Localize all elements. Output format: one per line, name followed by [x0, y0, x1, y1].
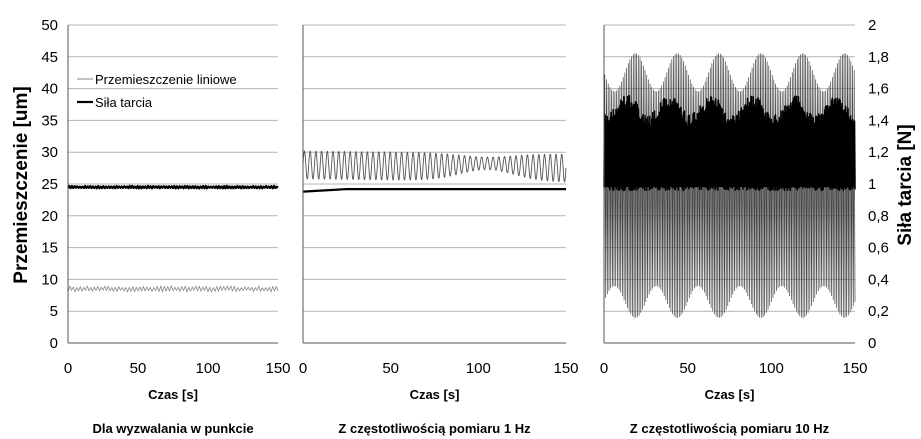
left-y-tick-label: 30 — [41, 144, 58, 161]
x-tick-label: 100 — [466, 360, 491, 377]
left-y-tick-label: 35 — [41, 112, 58, 129]
left-y-tick-label: 25 — [41, 176, 58, 193]
x-tick-label: 150 — [553, 360, 578, 377]
x-axis-label: Czas [s] — [410, 387, 460, 402]
x-tick-label: 150 — [842, 360, 867, 377]
series-si-a-tarcia-panel2 — [302, 188, 566, 193]
x-tick-label: 0 — [299, 360, 307, 377]
right-y-tick-label: 1,4 — [868, 112, 889, 129]
left-y-tick-label: 40 — [41, 81, 58, 98]
left-y-tick-label: 5 — [50, 303, 58, 320]
x-axis-label: Czas [s] — [148, 387, 198, 402]
right-axis-label: Siła tarcia [N] — [895, 124, 916, 245]
x-tick-label: 0 — [600, 360, 608, 377]
series-si-a-tarcia-panel3 — [603, 95, 856, 192]
panel-caption: Z częstotliwością pomiaru 1 Hz — [338, 421, 531, 436]
left-y-tick-label: 10 — [41, 271, 58, 288]
left-axis-label: Przemieszczenie [um] — [11, 86, 32, 283]
right-y-tick-label: 0,8 — [868, 208, 889, 225]
left-y-tick-label: 20 — [41, 208, 58, 225]
x-tick-label: 100 — [195, 360, 220, 377]
x-tick-label: 50 — [679, 360, 696, 377]
x-tick-label: 150 — [265, 360, 290, 377]
left-y-tick-label: 50 — [41, 17, 58, 34]
right-y-tick-label: 1 — [868, 176, 876, 193]
x-tick-label: 50 — [130, 360, 147, 377]
right-y-tick-label: 1,6 — [868, 81, 889, 98]
series-przemieszczenie-liniowe-panel3 — [603, 53, 856, 318]
left-y-tick-label: 15 — [41, 240, 58, 257]
series-przemieszczenie-liniowe-panel2 — [302, 150, 567, 183]
series-przemieszczenie-liniowe-panel1 — [67, 285, 279, 293]
x-tick-label: 50 — [382, 360, 399, 377]
right-y-tick-label: 0 — [868, 335, 876, 352]
right-y-tick-label: 2 — [868, 17, 876, 34]
right-y-tick-label: 1,2 — [868, 144, 889, 161]
legend-label-friction: Siła tarcia — [95, 95, 153, 110]
right-y-tick-label: 0,2 — [868, 303, 889, 320]
right-y-tick-label: 1,8 — [868, 49, 889, 66]
x-tick-label: 0 — [64, 360, 72, 377]
left-y-tick-label: 45 — [41, 49, 58, 66]
legend-label-displacement: Przemieszczenie liniowe — [95, 72, 237, 87]
lines-layer — [67, 53, 856, 318]
legend: Przemieszczenie liniowe Siła tarcia — [77, 72, 237, 110]
x-tick-label: 100 — [759, 360, 784, 377]
right-y-tick-label: 0,6 — [868, 240, 889, 257]
panel-caption: Dla wyzwalania w punkcie — [92, 421, 253, 436]
series-si-a-tarcia-panel1 — [67, 184, 279, 190]
panel-caption: Z częstotliwością pomiaru 10 Hz — [630, 421, 830, 436]
right-y-tick-label: 0,4 — [868, 271, 889, 288]
left-y-tick-label: 0 — [50, 335, 58, 352]
x-axis-label: Czas [s] — [705, 387, 755, 402]
